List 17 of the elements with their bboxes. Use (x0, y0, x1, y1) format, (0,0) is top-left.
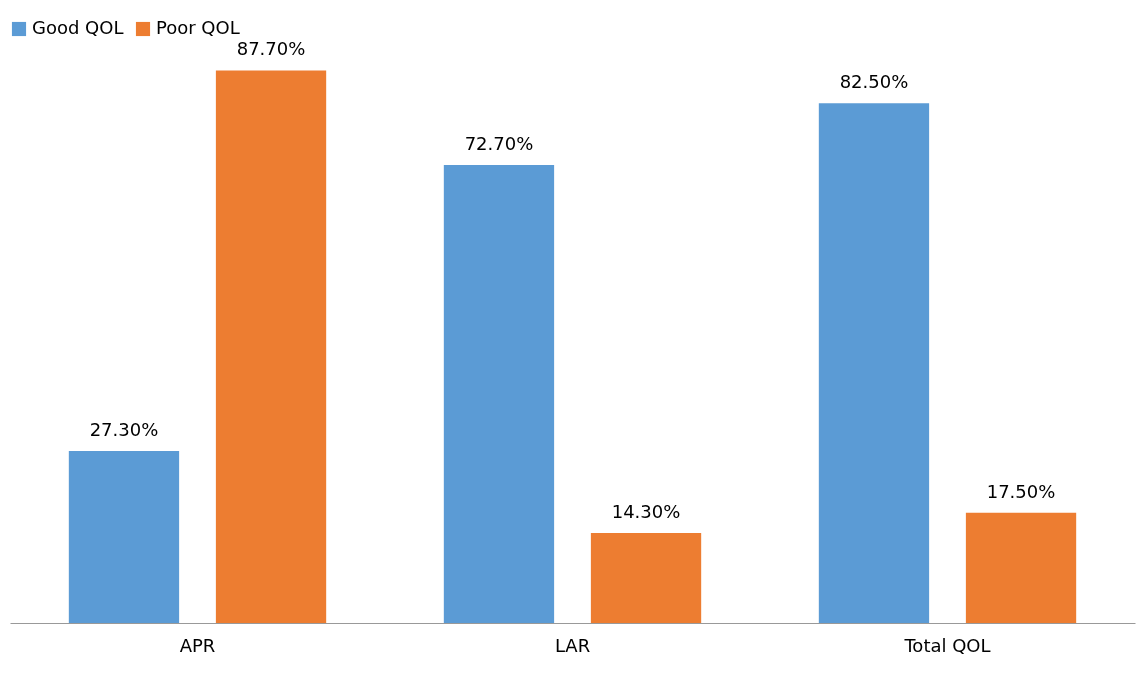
bar (590, 532, 702, 623)
bar (68, 451, 180, 623)
bar (965, 512, 1077, 623)
data-label: 82.50% (839, 71, 909, 93)
data-label: 87.70% (236, 38, 306, 60)
legend-label: Poor QOL (156, 17, 240, 38)
x-tick-label: LAR (554, 634, 591, 656)
bar (443, 164, 555, 623)
data-label: 14.30% (611, 500, 681, 522)
legend-label: Good QOL (32, 17, 124, 38)
data-label: 27.30% (89, 419, 159, 441)
bar (215, 70, 327, 623)
data-label: 17.50% (986, 480, 1056, 502)
bar (818, 103, 930, 623)
x-tick-label: Total QOL (903, 634, 991, 656)
x-tick-label: APR (179, 634, 216, 656)
data-label: 72.70% (464, 132, 534, 154)
